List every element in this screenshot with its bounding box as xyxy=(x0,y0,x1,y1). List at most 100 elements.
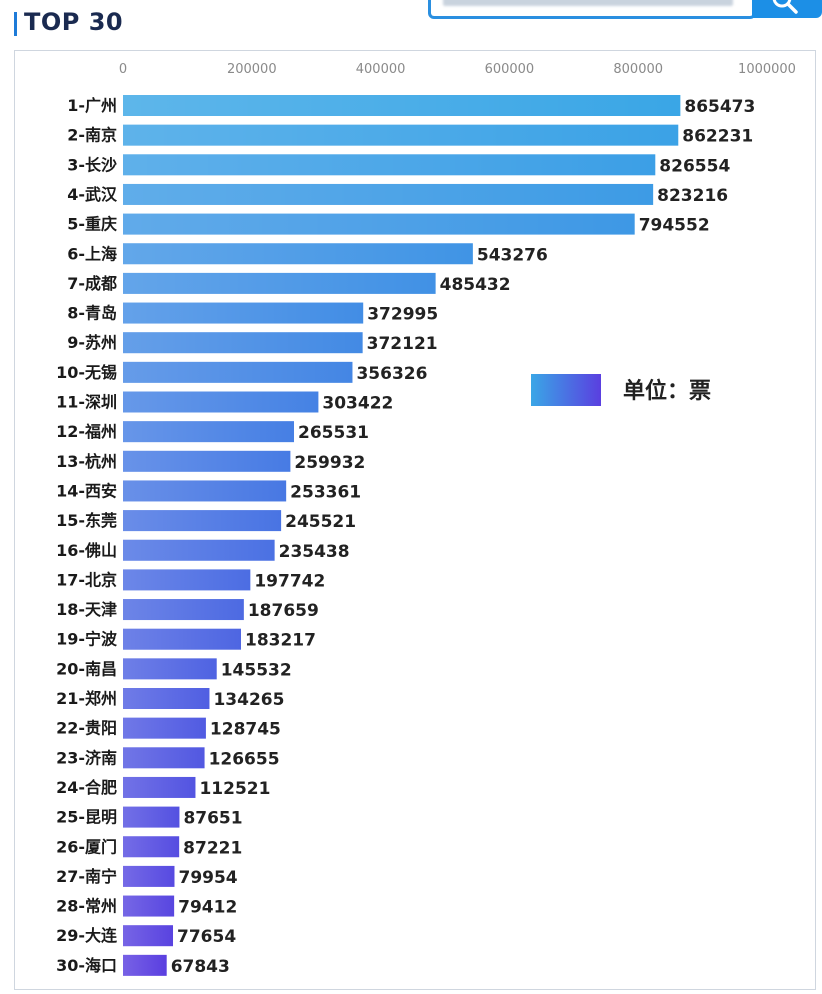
data-label: 826554 xyxy=(659,156,730,176)
category-label: 2-南京 xyxy=(67,126,117,145)
bar-highlight xyxy=(123,628,241,650)
search-input[interactable] xyxy=(428,0,756,19)
data-label: 253361 xyxy=(290,482,361,502)
bar-highlight xyxy=(123,806,180,828)
bar-highlight xyxy=(123,95,681,116)
data-label: 356326 xyxy=(356,364,427,384)
data-label: 862231 xyxy=(682,127,753,147)
data-label: 245521 xyxy=(285,512,356,532)
x-tick-label: 600000 xyxy=(485,62,535,77)
category-label: 27-南宁 xyxy=(56,867,117,886)
category-label: 12-福州 xyxy=(56,422,117,441)
category-label: 14-西安 xyxy=(56,481,117,500)
search-icon xyxy=(772,0,798,14)
category-label: 21-郑州 xyxy=(56,689,117,708)
data-label: 145532 xyxy=(221,660,292,680)
legend-swatch xyxy=(531,374,601,406)
category-label: 19-宁波 xyxy=(56,630,118,649)
legend-label: 单位：票 xyxy=(623,378,711,404)
bar-highlight xyxy=(123,658,217,680)
bar-highlight xyxy=(123,243,473,265)
search-query-blurred xyxy=(443,0,733,6)
bar-highlight xyxy=(123,213,635,235)
bar-highlight xyxy=(123,925,174,947)
data-label: 372121 xyxy=(367,334,438,354)
bar-highlight xyxy=(123,391,319,413)
header-accent-bar xyxy=(14,12,17,36)
bar-highlight xyxy=(123,332,363,354)
bar-highlight xyxy=(123,154,656,176)
legend: 单位：票 xyxy=(531,374,711,406)
x-axis: 0 200000 400000 600000 800000 1000000 xyxy=(119,62,796,77)
bar-highlight xyxy=(123,717,206,739)
bar-highlight xyxy=(123,450,291,472)
category-label: 3-长沙 xyxy=(67,155,117,174)
data-label: 187659 xyxy=(248,601,319,621)
category-label: 25-昆明 xyxy=(56,808,117,827)
bar-highlight xyxy=(123,361,353,383)
category-label: 18-天津 xyxy=(56,600,117,619)
bar-chart: 0 200000 400000 600000 800000 1000000 1-广州 865… xyxy=(56,62,796,977)
category-label: 16-佛山 xyxy=(56,541,117,560)
bar-highlight xyxy=(123,539,275,561)
bar-highlight xyxy=(123,688,210,709)
category-label: 24-合肥 xyxy=(56,778,117,797)
x-tick-label: 400000 xyxy=(356,62,406,77)
data-label: 128745 xyxy=(210,720,281,740)
data-label: 372995 xyxy=(367,305,438,325)
data-label: 79412 xyxy=(178,898,237,918)
page-title: TOP 30 xyxy=(24,8,124,36)
x-tick-label: 0 xyxy=(119,62,127,77)
category-label: 7-成都 xyxy=(67,274,117,293)
x-tick-label: 1000000 xyxy=(738,62,796,77)
chart-frame: 0 200000 400000 600000 800000 1000000 1-广州 865… xyxy=(14,50,816,990)
bar-highlight xyxy=(123,124,679,146)
search-button[interactable] xyxy=(752,0,822,18)
bar-highlight xyxy=(123,954,167,976)
data-label: 126655 xyxy=(209,749,280,769)
data-label: 79954 xyxy=(178,868,237,888)
data-label: 794552 xyxy=(639,216,710,236)
category-label: 20-南昌 xyxy=(56,659,117,678)
bar-highlight xyxy=(123,836,180,858)
bar-highlight xyxy=(123,895,175,917)
bar-highlight xyxy=(123,421,295,443)
x-tick-label: 800000 xyxy=(613,62,663,77)
bar-highlight xyxy=(123,776,196,798)
category-label: 1-广州 xyxy=(67,96,117,115)
bar-highlight xyxy=(123,865,175,887)
category-label: 26-厦门 xyxy=(56,837,117,856)
category-label: 9-苏州 xyxy=(67,333,117,352)
data-label: 87221 xyxy=(183,838,242,858)
data-label: 183217 xyxy=(245,631,316,651)
category-label: 13-杭州 xyxy=(56,452,117,471)
category-label: 6-上海 xyxy=(67,244,117,263)
data-label: 67843 xyxy=(171,957,230,977)
category-label: 29-大连 xyxy=(56,926,118,945)
data-label: 303422 xyxy=(322,394,393,414)
data-label: 235438 xyxy=(279,542,350,562)
data-label: 265531 xyxy=(298,423,369,443)
bar-highlight xyxy=(123,480,287,502)
data-label: 134265 xyxy=(213,690,284,710)
category-label: 30-海口 xyxy=(56,956,117,975)
chart-header: TOP 30 xyxy=(0,0,822,46)
category-label: 22-贵阳 xyxy=(56,719,117,738)
bar-highlight xyxy=(123,569,251,591)
bar-series: 1-广州 865473 2-南京 862231 3-长沙 826554 4-武汉 823216… xyxy=(56,95,755,977)
bar-highlight xyxy=(123,599,244,621)
category-label: 4-武汉 xyxy=(67,185,118,204)
category-label: 5-重庆 xyxy=(67,215,117,234)
data-label: 77654 xyxy=(177,927,236,947)
bar-highlight xyxy=(123,302,364,324)
bar-highlight xyxy=(123,183,654,205)
category-label: 8-青岛 xyxy=(67,304,117,323)
category-label: 17-北京 xyxy=(56,570,117,589)
bar-highlight xyxy=(123,272,436,294)
category-label: 15-东莞 xyxy=(56,511,117,530)
data-label: 87651 xyxy=(183,809,242,829)
category-label: 23-济南 xyxy=(56,748,117,767)
data-label: 259932 xyxy=(294,453,365,473)
category-label: 10-无锡 xyxy=(56,363,117,382)
data-label: 543276 xyxy=(477,245,548,265)
